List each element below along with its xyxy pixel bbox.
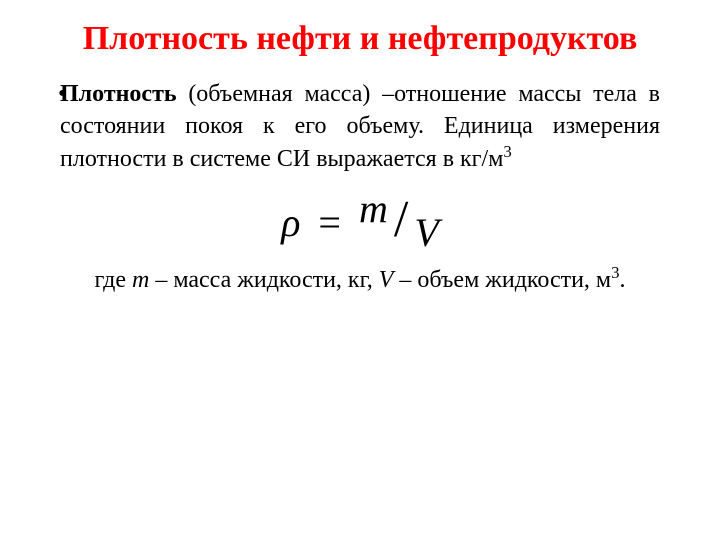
formula-denominator: V xyxy=(414,210,438,255)
legend-mid2: – объем жидкости, м xyxy=(393,267,611,293)
legend-pre: где xyxy=(94,267,132,293)
legend-end: . xyxy=(620,267,626,293)
formula-block: ρ = m / V xyxy=(60,190,660,249)
legend-mid1: – масса жидкости, кг, xyxy=(149,267,378,293)
body-superscript: 3 xyxy=(503,142,511,161)
slide-container: Плотность нефти и нефтепродуктов • Плотн… xyxy=(0,0,720,540)
body-paragraph: • Плотность (объемная масса) –отношение … xyxy=(60,78,660,175)
legend-sup: 3 xyxy=(611,263,619,282)
legend-text: где m – масса жидкости, кг, V – объем жи… xyxy=(60,264,660,296)
formula-equals: = xyxy=(318,200,341,245)
body-lead-bold: Плотность xyxy=(60,81,177,107)
legend-var-v: V xyxy=(379,267,394,293)
legend-var-m: m xyxy=(132,267,149,293)
title-text: Плотность нефти и нефтепродуктов xyxy=(83,20,638,57)
formula-inner: ρ = m / V xyxy=(281,190,439,249)
formula-rho: ρ xyxy=(281,200,300,245)
formula-numerator: m xyxy=(359,186,388,231)
formula-slash: / xyxy=(394,191,408,248)
slide-title: Плотность нефти и нефтепродуктов xyxy=(60,20,660,58)
bullet-icon: • xyxy=(58,78,66,110)
